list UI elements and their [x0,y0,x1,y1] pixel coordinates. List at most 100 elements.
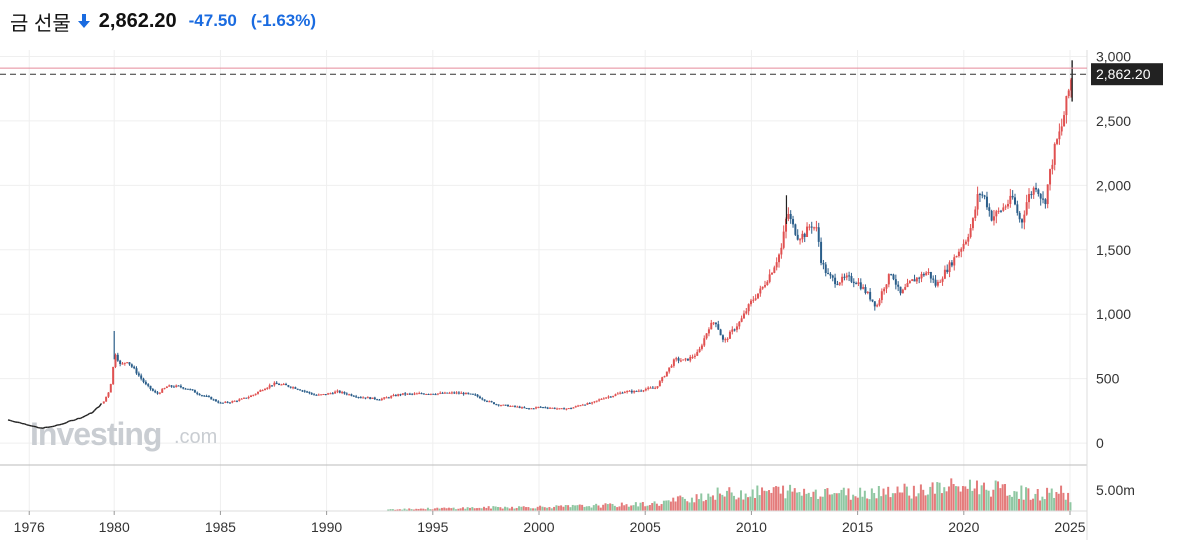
candle-body [731,329,734,332]
x-tick-label: 2020 [948,519,979,535]
price-line-segment [93,407,98,412]
candle-body [721,335,724,340]
volume-bar [919,484,922,511]
candle-body [558,408,561,410]
candle-body [1051,164,1054,170]
candle-body [471,393,474,395]
volume-bar [873,492,876,511]
volume-bar [613,505,616,511]
candle-body [116,354,119,361]
candle-body [969,228,972,237]
candle-body [936,281,939,286]
candle-body [591,402,594,404]
candle-body [869,291,872,300]
candle-body [506,404,509,407]
volume-bar [522,506,525,511]
volume-bar [791,491,794,511]
volume-bar [422,508,425,511]
volume-bar [616,507,619,511]
candle-body [649,387,652,389]
volume-bar [627,506,630,511]
candle-body [964,241,967,244]
candle-body [962,243,965,249]
candle-body [1039,194,1042,199]
volume-bar [588,506,591,511]
volume-bar [424,509,427,511]
y-tick-label: 500 [1096,371,1120,387]
candle-body [539,406,542,408]
candle-body [464,392,467,395]
volume-bar [1034,493,1037,511]
candle-body [422,393,425,395]
candle-body [1070,79,1073,91]
candle-body [457,392,460,394]
candle-body [467,392,470,394]
volume-bar [450,508,453,511]
candle-body [953,257,956,266]
volume-bar [845,495,848,511]
candle-body [553,407,556,409]
candle-body [838,282,841,285]
candle-body [570,408,573,410]
volume-bar [1048,492,1051,511]
candle-body [140,375,143,379]
candle-body [787,213,790,219]
candle-body [922,274,925,276]
candle-body [147,384,150,386]
candle-body [677,358,680,361]
volume-bar [821,496,824,511]
candle-body [827,272,830,274]
candle-body [233,400,236,402]
volume-bar [842,487,845,511]
volume-bar [985,489,988,511]
volume-bar [777,486,780,511]
candle-body [698,348,701,353]
volume-bar [718,493,721,511]
candle-body [563,408,566,410]
candle-body [390,396,393,398]
candle-body [411,393,414,395]
candle-body [114,354,117,367]
candle-body [586,403,589,405]
volume-bar [751,489,754,511]
candle-body [212,399,215,401]
volume-bar [578,504,581,511]
candle-body [476,394,479,397]
candle-body [478,396,481,399]
candle-body [995,211,998,217]
candle-body [528,408,531,410]
volume-bar [595,503,598,511]
candle-body [813,227,816,229]
volume-bar [1041,496,1044,511]
volume-bar [660,504,663,511]
volume-bar [807,492,810,511]
candle-body [654,387,657,389]
candle-body [913,279,916,282]
volume-bar [576,505,579,511]
volume-bar [525,507,528,511]
volume-bar [1050,488,1053,511]
candle-body [890,274,893,276]
y-tick-label: 2,500 [1096,113,1131,129]
volume-bar [723,496,726,511]
candle-body [992,216,995,221]
candle-body [841,276,844,283]
volume-bar [655,503,658,511]
candle-body [123,362,126,364]
candle-body [376,399,379,401]
volume-bar [396,509,399,511]
candle-body [866,291,869,293]
candle-body [401,393,404,395]
volume-bar [737,497,740,511]
candle-body [897,284,900,287]
candle-body [439,392,442,394]
candle-body [948,262,951,273]
candle-body [850,276,853,282]
candle-body [817,227,820,242]
candle-body [252,394,255,396]
volume-bar [971,490,974,511]
volume-bar [1013,491,1016,511]
x-tick-label: 2010 [736,519,767,535]
volume-bar [604,503,607,511]
